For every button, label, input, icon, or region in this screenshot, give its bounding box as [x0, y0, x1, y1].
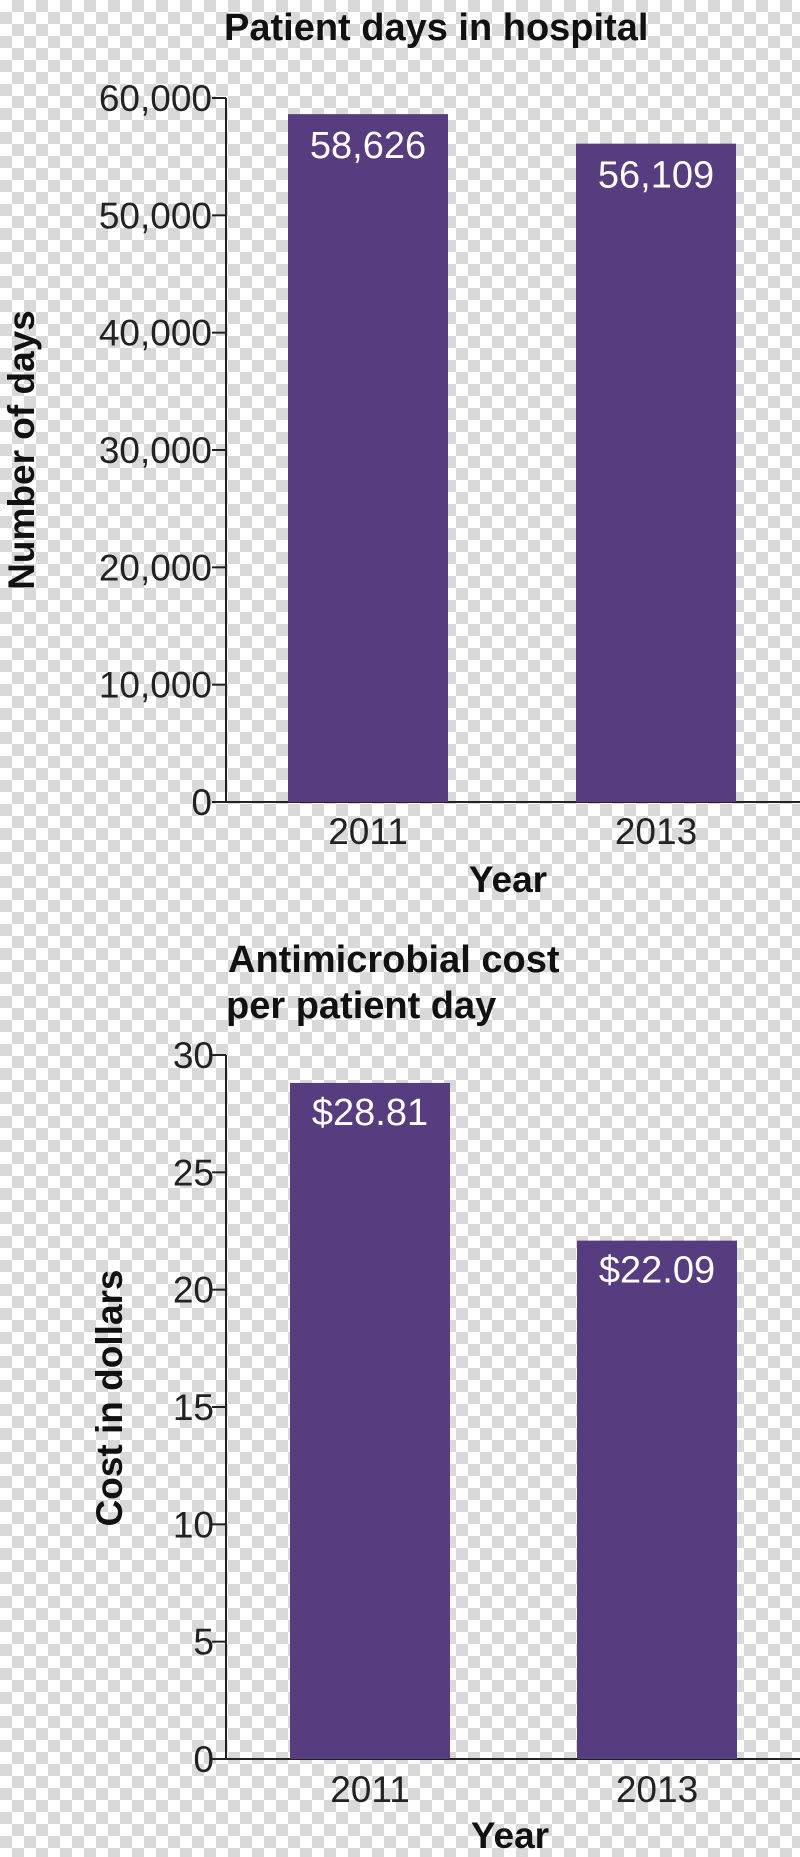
y-tick-label: 50,000 [99, 195, 212, 236]
x-axis-title: Year [469, 859, 547, 900]
x-tick-label-2011: 2011 [330, 1769, 410, 1810]
y-tick-label: 60,000 [99, 78, 212, 119]
y-tick-label: 15 [173, 1387, 214, 1428]
bar-2013 [577, 1240, 737, 1759]
y-axis-title: Number of days [1, 310, 42, 590]
x-tick-label-2011: 2011 [328, 811, 408, 852]
bar-2011 [290, 1082, 450, 1759]
antimicrobial-cost-chart: Antimicrobial cost per patient day Cost … [89, 939, 800, 1856]
y-tick-label: 10 [173, 1504, 214, 1545]
y-tick-label: 30 [173, 1035, 214, 1076]
data-label-2013: $22.09 [599, 1250, 715, 1292]
y-tick-label: 25 [173, 1152, 214, 1193]
data-label-2011: $28.81 [312, 1092, 428, 1134]
y-tick-label: 0 [191, 782, 212, 823]
bar-2013 [576, 143, 736, 802]
y-tick-label: 20 [173, 1270, 214, 1311]
y-tick-label: 0 [193, 1739, 214, 1780]
y-axis-title: Cost in dollars [89, 1270, 130, 1527]
x-tick-label-2013: 2013 [615, 811, 697, 852]
y-tick-label: 10,000 [99, 665, 212, 706]
x-axis-title: Year [471, 1815, 549, 1856]
chart-title-line-1: Antimicrobial cost [228, 939, 560, 981]
chart-title-line-2: per patient day [226, 985, 496, 1027]
patient-days-chart: Patient days in hospital Number of days … [1, 7, 800, 900]
y-tick-label: 30,000 [99, 430, 212, 471]
data-label-2011: 58,626 [310, 125, 426, 167]
y-tick-label: 20,000 [99, 547, 212, 588]
data-label-2013: 56,109 [598, 155, 714, 197]
chart-title: Patient days in hospital [224, 7, 648, 49]
y-tick-label: 40,000 [99, 313, 212, 354]
bar-2011 [288, 114, 448, 803]
y-tick-label: 5 [193, 1622, 214, 1663]
x-tick-label-2013: 2013 [616, 1769, 698, 1810]
